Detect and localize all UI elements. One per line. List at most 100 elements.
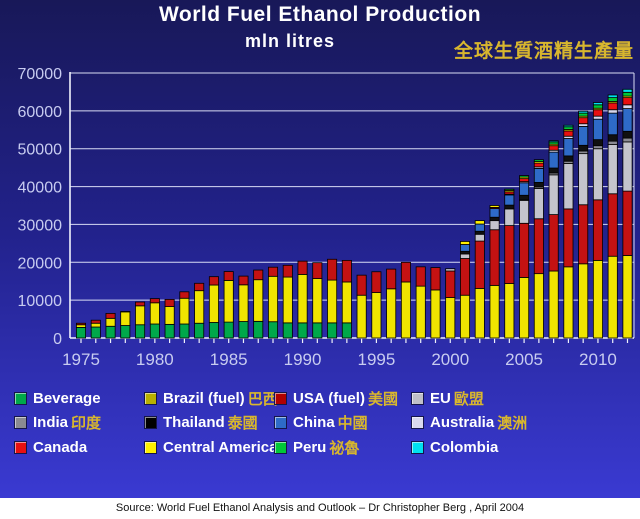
bar-segment-usa-fuel-	[430, 267, 441, 291]
legend-item: USA (fuel) 美國	[274, 388, 411, 409]
bar-segment-eu	[474, 233, 485, 242]
bar-segment-usa-fuel-	[297, 260, 308, 275]
bar-segment-china	[592, 118, 603, 141]
bar-segment-australia	[592, 115, 603, 120]
bar-segment-usa-fuel-	[238, 275, 249, 286]
bar-segment-brazil-fuel-	[533, 273, 544, 339]
legend-label-chinese: 歐盟	[453, 390, 484, 408]
bar-segment-usa-fuel-	[548, 214, 559, 272]
bar-segment-brazil-fuel-	[622, 255, 633, 339]
bar-segment-colombia	[607, 94, 618, 99]
bar-segment-thailand	[563, 155, 574, 162]
bar-segment-eu	[548, 174, 559, 215]
bar-segment-eu	[489, 220, 500, 231]
bar-segment-usa-fuel-	[445, 270, 456, 298]
x-axis-year-label: 1990	[284, 350, 322, 369]
legend-label: India	[33, 414, 69, 432]
legend-label: EU	[430, 389, 451, 407]
bar-segment-usa-fuel-	[519, 222, 530, 278]
bar-segment-australia	[607, 109, 618, 114]
x-axis-year-label: 1975	[62, 350, 100, 369]
bar-segment-canada	[533, 162, 544, 168]
legend-item: Colombia	[411, 439, 632, 456]
bar-segment-brazil-fuel-	[430, 289, 441, 339]
bar-segment-eu	[607, 144, 618, 195]
bar-segment-brazil-fuel-	[504, 283, 515, 339]
bar-segment-usa-fuel-	[312, 262, 323, 279]
bar-segment-beverage	[327, 322, 338, 339]
bar-segment-china	[578, 125, 589, 146]
bar-segment-china	[489, 208, 500, 218]
bar-segment-thailand	[474, 230, 485, 235]
bar-segment-eu	[533, 188, 544, 220]
bar-segment-canada	[519, 178, 530, 183]
bar-segment-china	[533, 167, 544, 183]
legend-label: China	[293, 414, 335, 432]
bar-segment-brazil-fuel-	[607, 255, 618, 339]
bar-segment-colombia	[548, 140, 559, 143]
bar-segment-eu	[622, 141, 633, 192]
bar-segment-usa-fuel-	[90, 319, 101, 324]
legend-item: Brazil (fuel) 巴西	[144, 388, 278, 409]
bar-segment-usa-fuel-	[135, 301, 146, 307]
legend-item: EU 歐盟	[411, 388, 632, 409]
bar-segment-thailand	[519, 194, 530, 200]
y-axis-tick-label: 60000	[18, 104, 63, 121]
bar-segment-usa-fuel-	[592, 199, 603, 261]
legend-label: Thailand	[163, 414, 225, 432]
bar-segment-usa-fuel-	[194, 282, 205, 292]
bar-segment-usa-fuel-	[268, 266, 279, 277]
bar-segment-usa-fuel-	[533, 218, 544, 275]
bar-segment-usa-fuel-	[164, 298, 175, 307]
bar-segment-brazil-fuel-	[297, 273, 308, 324]
legend-item: China 中國	[274, 412, 411, 433]
bar-segment-china	[519, 182, 530, 196]
bar-segment-china	[474, 223, 485, 232]
legend-color-swatch	[411, 416, 424, 430]
bar-segment-usa-fuel-	[208, 276, 219, 286]
legend-label: USA (fuel)	[293, 389, 365, 407]
bar-segment-eu	[563, 163, 574, 210]
legend-color-swatch	[14, 440, 27, 454]
bar-segment-brazil-fuel-	[238, 284, 249, 322]
x-axis-year-label: 1995	[357, 350, 395, 369]
legend-color-swatch	[274, 391, 287, 405]
bar-segment-usa-fuel-	[504, 225, 515, 284]
legend-label: Canada	[33, 438, 88, 456]
y-axis-tick-label: 20000	[18, 255, 63, 272]
y-axis-tick-label: 50000	[18, 142, 63, 159]
bar-segment-beverage	[312, 322, 323, 339]
bar-segment-peru	[607, 97, 618, 102]
bar-segment-china	[607, 112, 618, 136]
bar-segment-brazil-fuel-	[253, 279, 264, 322]
bar-segment-brazil-fuel-	[563, 266, 574, 339]
chart-units-subtitle: mln litres	[244, 31, 336, 51]
bar-segment-usa-fuel-	[356, 274, 367, 296]
bar-segment-central-america	[489, 205, 500, 208]
legend-label-chinese: 印度	[71, 415, 102, 433]
bar-segment-colombia	[578, 110, 589, 114]
bar-segment-usa-fuel-	[179, 291, 190, 299]
bar-segment-thailand	[504, 204, 515, 210]
bar-segment-thailand	[592, 139, 603, 147]
bar-segment-brazil-fuel-	[327, 279, 338, 324]
y-axis-tick-label: 0	[53, 331, 62, 348]
bar-segment-usa-fuel-	[474, 240, 485, 289]
bar-segment-usa-fuel-	[386, 268, 397, 290]
chinese-title: 全球生質酒精生產量	[453, 41, 634, 62]
x-axis-year-label: 2005	[505, 350, 543, 369]
bar-segment-thailand	[622, 130, 633, 139]
bar-segment-eu	[504, 208, 515, 226]
bar-segment-canada	[548, 145, 559, 151]
legend-color-swatch	[144, 440, 157, 454]
y-axis-tick-label: 40000	[18, 180, 63, 197]
bar-segment-beverage	[223, 321, 234, 339]
bar-segment-canada	[592, 109, 603, 117]
legend-label-chinese: 巴西	[247, 390, 278, 408]
bar-segment-brazil-fuel-	[90, 322, 101, 328]
bar-segment-beverage	[282, 322, 293, 339]
legend-color-swatch	[14, 416, 27, 430]
legend-color-swatch	[411, 440, 424, 454]
legend-color-swatch	[274, 440, 287, 454]
